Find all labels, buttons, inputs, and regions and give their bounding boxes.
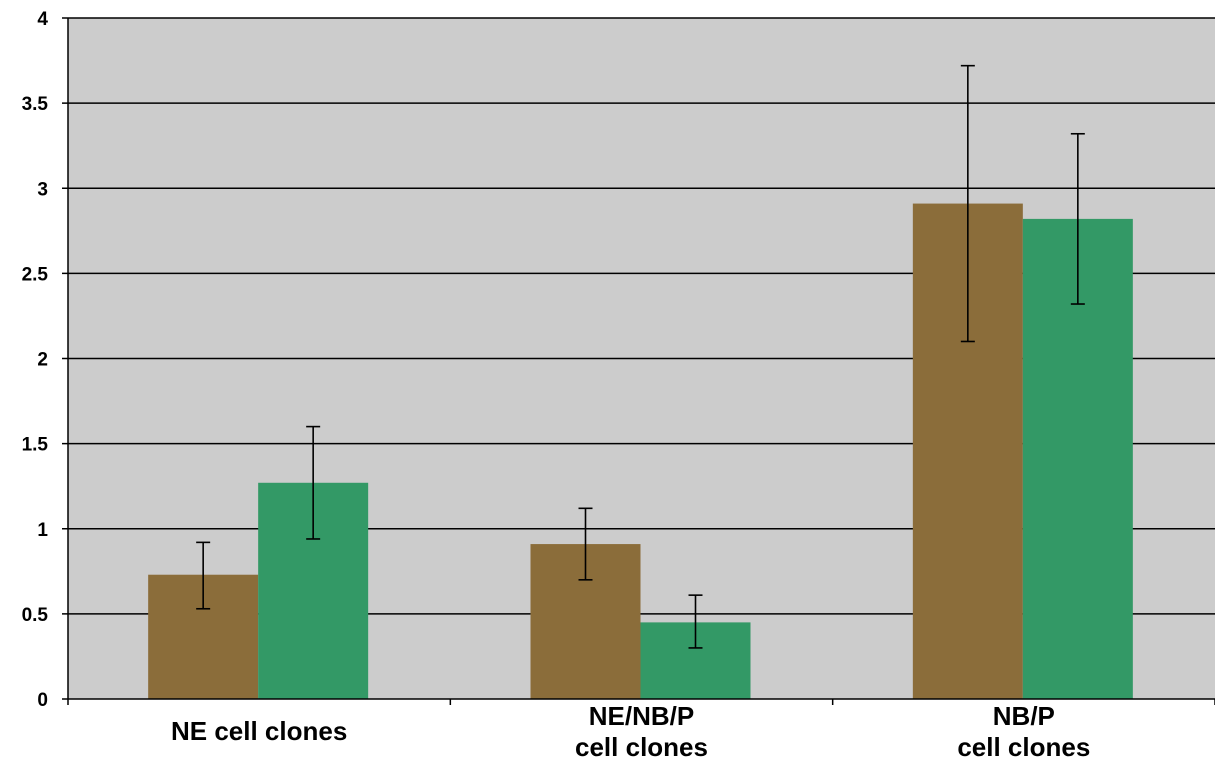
y-tick-label: 4 (37, 9, 48, 30)
x-tick-label-line: cell clones (575, 732, 708, 762)
error-bar (578, 507, 593, 581)
x-tick-label: NB/P cell clones (874, 701, 1174, 763)
x-tick-label: NE cell clones (109, 716, 409, 747)
x-tick-label-line: NE cell clones (171, 716, 348, 746)
error-bar (688, 594, 703, 649)
y-tick-label: 1.5 (22, 435, 49, 456)
x-tick-label-line: NB/P (992, 701, 1055, 731)
y-tick-label: 3 (37, 179, 48, 200)
x-tick-label-line: cell clones (957, 732, 1091, 762)
y-tick-label: 3.5 (22, 94, 49, 115)
y-tick-label: 2 (37, 350, 48, 371)
y-tick-labels: 0 0.5 1 1.5 2 2.5 3 3.5 4 (22, 9, 49, 711)
error-bar (960, 64, 975, 343)
y-tick-label: 0 (37, 690, 48, 711)
y-tick-label: 2.5 (22, 264, 49, 285)
error-bar (306, 425, 321, 540)
error-bars (196, 64, 1085, 649)
bars (148, 203, 1133, 699)
error-bar (196, 541, 211, 610)
y-tick-label: 0.5 (22, 605, 49, 626)
error-bar (1070, 132, 1085, 305)
axes (62, 17, 1215, 705)
y-tick-label: 1 (37, 520, 48, 541)
x-tick-label: NE/NB/P cell clones (492, 701, 792, 763)
x-tick-label-line: NE/NB/P (588, 701, 695, 731)
